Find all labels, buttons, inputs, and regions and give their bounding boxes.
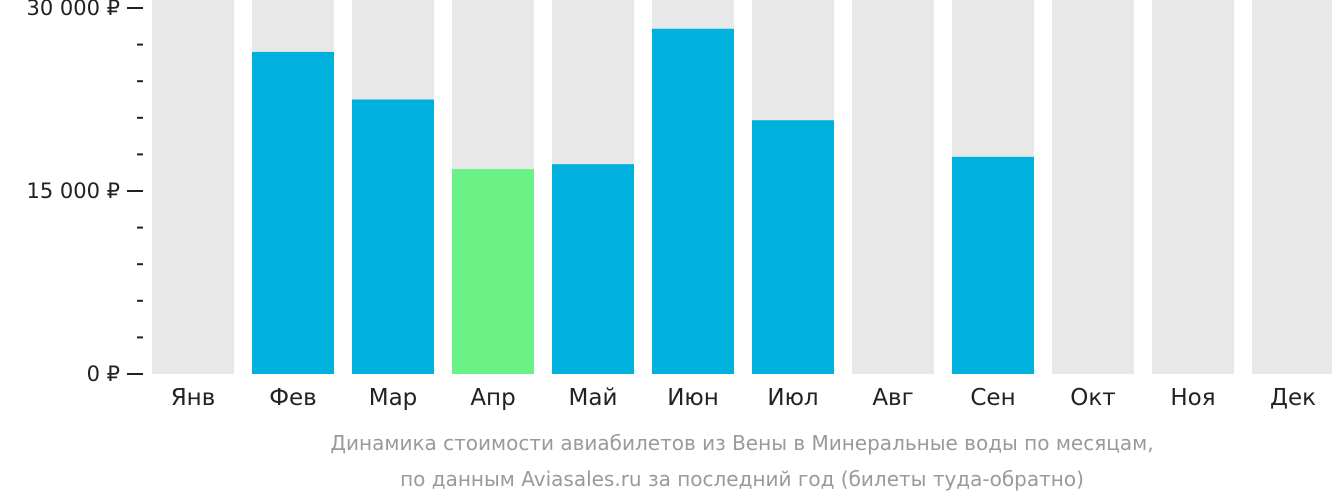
x-tick-label: Янв xyxy=(171,385,216,411)
x-tick-label: Окт xyxy=(1070,385,1115,411)
bar-background xyxy=(852,0,934,374)
bar-background xyxy=(1052,0,1134,374)
chart-caption-line-1: Динамика стоимости авиабилетов из Вены в… xyxy=(330,431,1154,455)
bar xyxy=(952,156,1034,374)
x-tick-label: Апр xyxy=(470,385,515,411)
y-tick-label: 15 000 ₽ xyxy=(26,179,120,203)
y-tick-label: 0 ₽ xyxy=(87,362,120,386)
x-tick-label: Мар xyxy=(369,385,418,411)
bar-background xyxy=(152,0,234,374)
x-axis: Янв Фев Мар Апр Май Июн Июл Авг Сен Окт Ноя Дек xyxy=(171,385,1316,411)
bar-background xyxy=(1152,0,1234,374)
x-tick-label: Авг xyxy=(872,385,913,411)
x-tick-label: Дек xyxy=(1270,385,1316,411)
bar xyxy=(752,120,834,375)
x-tick-label: Май xyxy=(569,385,618,411)
bar-background xyxy=(1252,0,1332,374)
x-tick-label: Июл xyxy=(767,385,818,411)
bar xyxy=(252,51,334,375)
y-tick-label: 30 000 ₽ xyxy=(26,0,120,20)
x-tick-label: Июн xyxy=(667,385,719,411)
price-bar-chart: 0 ₽ 15 000 ₽ 30 000 ₽ Янв Фев Мар Апр Май Июн Ию… xyxy=(26,0,1332,411)
x-tick-label: Ноя xyxy=(1170,385,1215,411)
bar xyxy=(452,169,534,374)
data-bars xyxy=(252,28,1034,375)
x-tick-label: Сен xyxy=(970,385,1015,411)
bar xyxy=(552,164,634,374)
x-tick-label: Фев xyxy=(269,385,317,411)
chart-caption-line-2: по данным Aviasales.ru за последний год … xyxy=(400,467,1084,491)
bar xyxy=(652,28,734,375)
bar xyxy=(352,99,434,374)
y-axis: 0 ₽ 15 000 ₽ 30 000 ₽ xyxy=(26,0,143,386)
